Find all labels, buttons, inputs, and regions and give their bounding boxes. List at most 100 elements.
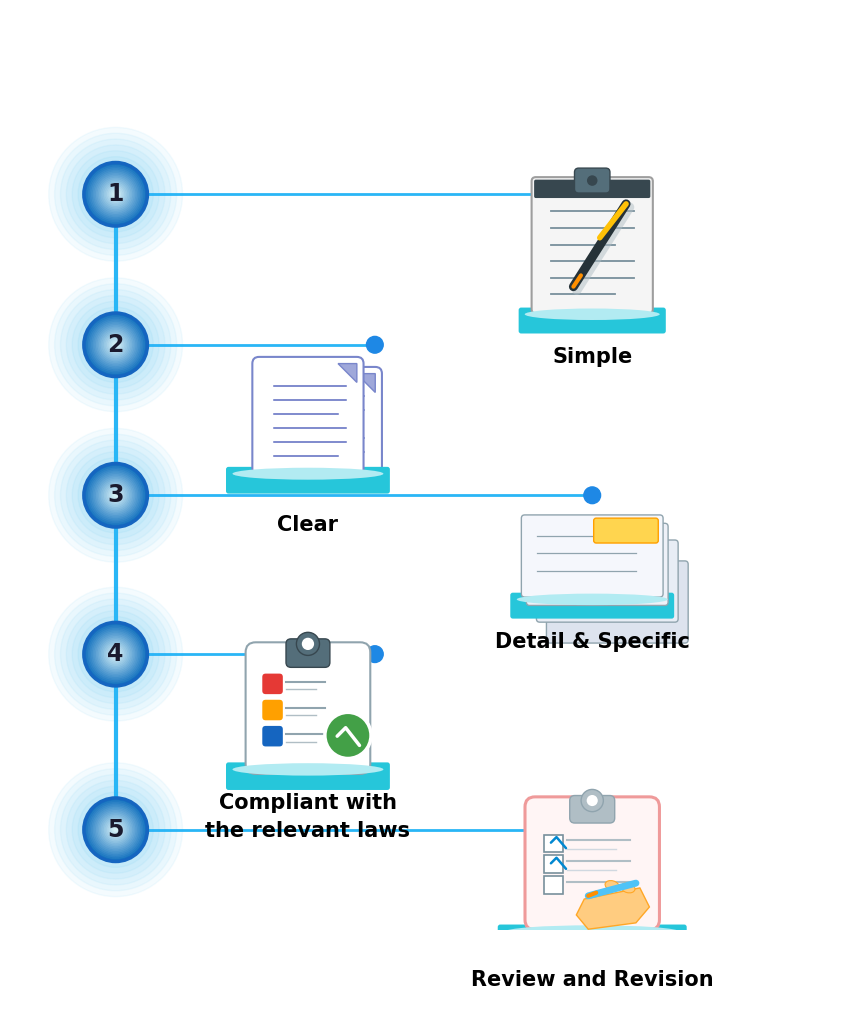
Circle shape xyxy=(584,186,601,203)
Circle shape xyxy=(88,468,143,522)
Circle shape xyxy=(106,485,125,505)
Circle shape xyxy=(60,774,171,885)
Circle shape xyxy=(84,313,147,377)
Circle shape xyxy=(48,127,183,261)
Circle shape xyxy=(48,763,183,897)
Circle shape xyxy=(66,445,165,545)
Circle shape xyxy=(114,343,117,346)
Circle shape xyxy=(112,826,119,833)
Circle shape xyxy=(108,487,123,503)
Circle shape xyxy=(94,808,138,852)
Circle shape xyxy=(106,644,125,664)
Circle shape xyxy=(88,803,143,857)
Circle shape xyxy=(72,610,159,697)
Circle shape xyxy=(54,133,177,255)
Circle shape xyxy=(48,428,183,562)
Circle shape xyxy=(95,174,136,215)
Circle shape xyxy=(72,301,159,388)
Circle shape xyxy=(99,638,132,670)
Circle shape xyxy=(105,183,127,206)
Circle shape xyxy=(112,191,119,198)
Circle shape xyxy=(103,817,128,843)
Text: Compliant with
the relevant laws: Compliant with the relevant laws xyxy=(206,794,411,841)
Text: Simple: Simple xyxy=(552,347,632,368)
FancyBboxPatch shape xyxy=(545,855,563,872)
Circle shape xyxy=(92,471,139,519)
Circle shape xyxy=(95,475,136,516)
Circle shape xyxy=(584,821,601,838)
Circle shape xyxy=(110,823,122,836)
Circle shape xyxy=(90,470,141,520)
Circle shape xyxy=(48,278,183,412)
Circle shape xyxy=(60,290,171,400)
Circle shape xyxy=(114,193,117,196)
Circle shape xyxy=(95,809,136,850)
Circle shape xyxy=(88,627,143,681)
Circle shape xyxy=(97,326,134,364)
Circle shape xyxy=(105,334,127,356)
Text: 4: 4 xyxy=(107,642,124,667)
Circle shape xyxy=(584,487,601,504)
Circle shape xyxy=(90,804,141,855)
Text: 3: 3 xyxy=(107,483,124,507)
Circle shape xyxy=(110,338,122,351)
Circle shape xyxy=(84,163,147,226)
Ellipse shape xyxy=(605,881,619,891)
Circle shape xyxy=(86,624,146,684)
Circle shape xyxy=(106,820,125,840)
Ellipse shape xyxy=(521,319,663,330)
Circle shape xyxy=(98,812,133,847)
Circle shape xyxy=(87,166,144,223)
FancyBboxPatch shape xyxy=(263,699,283,720)
Circle shape xyxy=(110,340,121,349)
Circle shape xyxy=(105,484,127,507)
Circle shape xyxy=(88,317,143,372)
FancyBboxPatch shape xyxy=(263,674,283,694)
Circle shape xyxy=(110,490,121,500)
Circle shape xyxy=(101,180,130,209)
FancyBboxPatch shape xyxy=(252,357,364,475)
Circle shape xyxy=(90,319,141,371)
Circle shape xyxy=(106,335,125,354)
FancyBboxPatch shape xyxy=(518,307,666,334)
Circle shape xyxy=(94,172,138,216)
FancyBboxPatch shape xyxy=(286,639,330,668)
FancyBboxPatch shape xyxy=(246,642,371,774)
FancyBboxPatch shape xyxy=(525,797,660,930)
Circle shape xyxy=(97,476,134,514)
Circle shape xyxy=(87,316,144,374)
Circle shape xyxy=(297,633,320,655)
Circle shape xyxy=(108,822,123,838)
Circle shape xyxy=(98,637,133,672)
Circle shape xyxy=(110,648,122,660)
Circle shape xyxy=(108,337,123,352)
Ellipse shape xyxy=(505,926,680,938)
Circle shape xyxy=(94,473,138,517)
Polygon shape xyxy=(356,374,375,392)
Circle shape xyxy=(54,434,177,556)
Circle shape xyxy=(78,616,153,692)
Circle shape xyxy=(48,587,183,721)
Ellipse shape xyxy=(501,938,684,949)
Circle shape xyxy=(99,814,132,846)
Circle shape xyxy=(105,643,127,666)
Circle shape xyxy=(110,188,122,201)
Circle shape xyxy=(325,713,371,759)
Circle shape xyxy=(94,632,138,677)
Circle shape xyxy=(54,284,177,406)
Circle shape xyxy=(95,634,136,675)
Circle shape xyxy=(586,795,598,806)
Circle shape xyxy=(101,481,130,510)
Polygon shape xyxy=(338,364,357,382)
FancyBboxPatch shape xyxy=(526,523,668,605)
Circle shape xyxy=(60,440,171,551)
Circle shape xyxy=(86,800,146,860)
Circle shape xyxy=(78,458,153,532)
Circle shape xyxy=(97,811,134,849)
Text: Clear: Clear xyxy=(277,514,338,535)
Circle shape xyxy=(94,323,138,367)
Text: Review and Revision: Review and Revision xyxy=(471,970,713,990)
Circle shape xyxy=(87,801,144,858)
Circle shape xyxy=(98,328,133,362)
Circle shape xyxy=(114,494,117,497)
